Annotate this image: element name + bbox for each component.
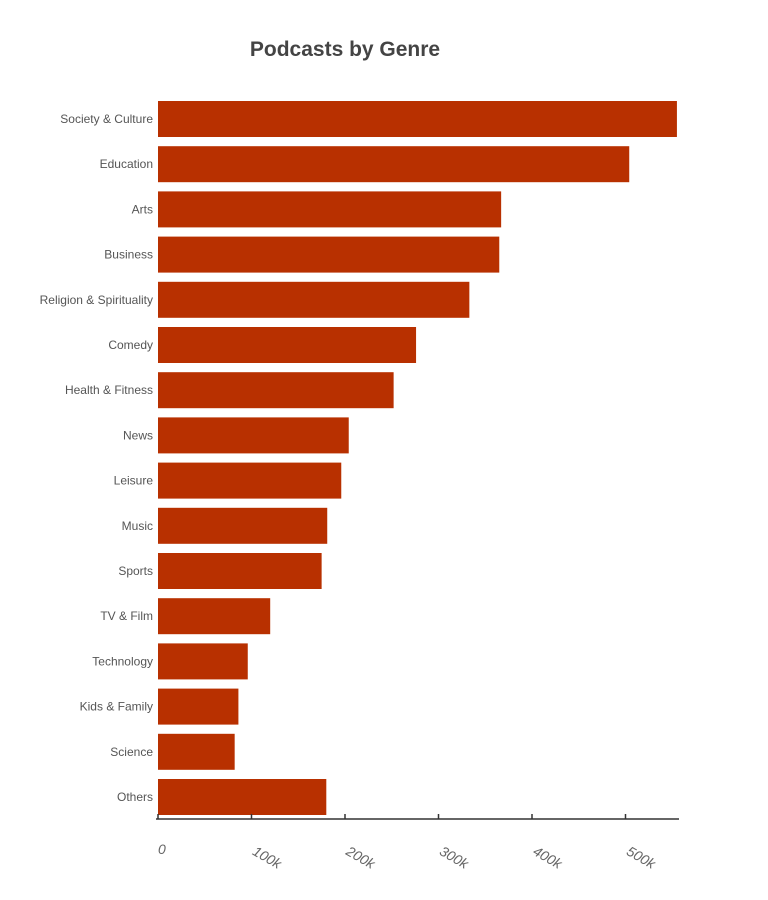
category-label: Comedy	[108, 338, 153, 352]
bar	[158, 372, 394, 409]
bar	[158, 643, 248, 680]
bar	[158, 688, 239, 725]
category-label: Arts	[132, 202, 153, 216]
category-label: Sports	[118, 564, 153, 578]
bar	[158, 236, 500, 273]
bar	[158, 507, 328, 544]
bar	[158, 462, 342, 499]
category-label: Health & Fitness	[65, 383, 153, 397]
bar	[158, 327, 417, 363]
x-tick-label: 400k	[531, 843, 566, 873]
category-label: Business	[104, 248, 153, 262]
bar	[158, 779, 327, 815]
category-label: Technology	[92, 654, 153, 668]
category-label: Kids & Family	[80, 700, 153, 714]
chart-title: Podcasts by Genre	[249, 38, 441, 61]
x-tick-label: 100k	[250, 843, 285, 873]
bar	[158, 733, 235, 770]
x-tick-label: 500k	[624, 843, 659, 873]
bar	[158, 146, 630, 183]
bar	[158, 101, 677, 137]
x-tick-label: 200k	[343, 842, 379, 872]
bar	[158, 281, 470, 318]
category-label: TV & Film	[100, 609, 153, 623]
bar	[158, 191, 502, 228]
category-label: Religion & Spirituality	[40, 293, 153, 307]
category-label: Society & Culture	[60, 112, 153, 126]
category-label: Others	[117, 790, 153, 804]
category-label: Music	[122, 519, 153, 533]
category-label: Education	[100, 157, 153, 171]
bar	[158, 598, 271, 635]
x-tick-label: 300k	[437, 843, 472, 873]
category-label: Science	[110, 745, 153, 759]
bar	[158, 553, 322, 589]
x-tick-label: 0	[158, 841, 166, 857]
category-label: Leisure	[114, 474, 154, 488]
bar	[158, 417, 349, 454]
category-label: News	[123, 428, 153, 442]
